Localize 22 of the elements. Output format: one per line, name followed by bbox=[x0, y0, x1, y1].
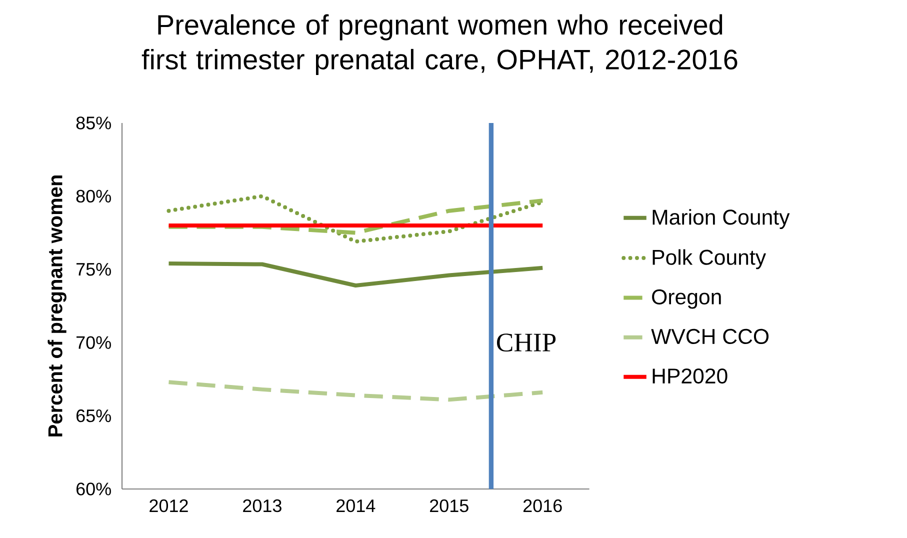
x-tick-label: 2016 bbox=[523, 499, 562, 512]
legend-label: Polk County bbox=[652, 249, 766, 270]
legend-label: HP2020 bbox=[652, 368, 728, 384]
y-tick-label: 85% bbox=[76, 116, 111, 130]
y-tick-label: 60% bbox=[76, 482, 111, 496]
x-tick-label: 2014 bbox=[336, 499, 376, 512]
legend-label: WVCH CCO bbox=[651, 328, 769, 344]
y-tick-label: 80% bbox=[76, 190, 111, 203]
y-tick-label: 65% bbox=[76, 409, 111, 422]
y-axis-title: Percent of pregnant women bbox=[48, 176, 66, 436]
legend-label: Oregon bbox=[652, 289, 721, 309]
line-series bbox=[166, 380, 545, 402]
y-tick-label: 75% bbox=[76, 263, 111, 276]
x-tick-label: 2015 bbox=[430, 499, 468, 512]
y-tick-label: 70% bbox=[76, 336, 111, 349]
line-series bbox=[166, 262, 545, 288]
legend-label: Marion County bbox=[652, 209, 790, 230]
line-series bbox=[166, 198, 545, 235]
ref-line-label: CHIP bbox=[496, 334, 556, 352]
x-tick-label: 2013 bbox=[243, 499, 282, 512]
chart-title: Prevalence of pregnant women who received first trimester prenatal care, OPHAT, 2012-2016 bbox=[142, 14, 738, 76]
x-tick-label: 2012 bbox=[150, 499, 188, 512]
